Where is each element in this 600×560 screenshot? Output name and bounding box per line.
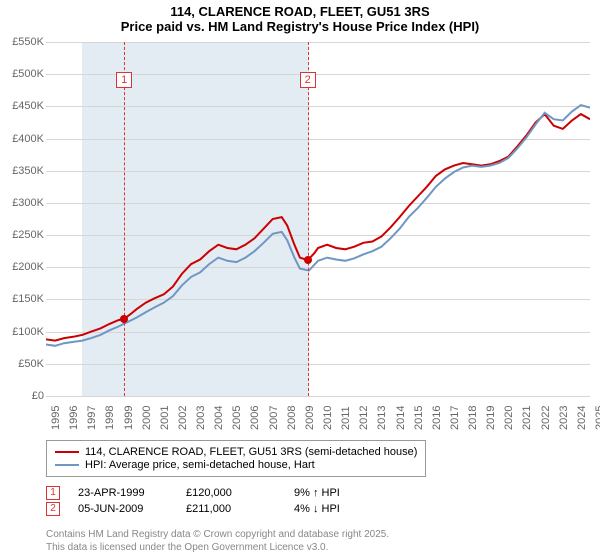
y-tick-label: £100K [12, 326, 44, 338]
gridline [46, 396, 590, 397]
footer-credits: Contains HM Land Registry data © Crown c… [46, 528, 389, 554]
x-tick-label: 1999 [123, 406, 135, 430]
footer-line-2: This data is licensed under the Open Gov… [46, 541, 389, 554]
table-row: 2 05-JUN-2009 £211,000 4% ↓ HPI [46, 502, 384, 516]
x-tick-label: 2012 [358, 406, 370, 430]
sale-date: 23-APR-1999 [78, 487, 168, 499]
chart-plot-area: 12 [46, 42, 590, 396]
x-tick-label: 1998 [104, 406, 116, 430]
x-tick-label: 1995 [50, 406, 62, 430]
sale-dot [120, 315, 128, 323]
title-line-2: Price paid vs. HM Land Registry's House … [0, 19, 600, 34]
chart-title: 114, CLARENCE ROAD, FLEET, GU51 3RS Pric… [0, 0, 600, 36]
title-line-1: 114, CLARENCE ROAD, FLEET, GU51 3RS [0, 4, 600, 19]
y-tick-label: £450K [12, 100, 44, 112]
x-tick-label: 2018 [467, 406, 479, 430]
x-tick-label: 2002 [177, 406, 189, 430]
x-tick-label: 2010 [322, 406, 334, 430]
x-tick-label: 2011 [340, 406, 352, 430]
y-tick-label: £50K [18, 358, 44, 370]
x-tick-label: 2017 [449, 406, 461, 430]
marker-line [124, 42, 125, 396]
marker-box: 2 [300, 72, 316, 88]
x-tick-label: 2019 [485, 406, 497, 430]
sale-price: £120,000 [186, 487, 276, 499]
x-tick-label: 2020 [503, 406, 515, 430]
sales-table: 1 23-APR-1999 £120,000 9% ↑ HPI 2 05-JUN-2009… [46, 484, 384, 518]
series-line [46, 114, 590, 341]
footer-line-1: Contains HM Land Registry data © Crown c… [46, 528, 389, 541]
legend-label: HPI: Average price, semi-detached house,… [85, 459, 315, 471]
legend-row: HPI: Average price, semi-detached house,… [55, 459, 417, 471]
sale-date: 05-JUN-2009 [78, 503, 168, 515]
y-tick-label: £350K [12, 165, 44, 177]
y-tick-label: £200K [12, 261, 44, 273]
sale-id-box: 1 [46, 486, 60, 500]
x-tick-label: 2008 [286, 406, 298, 430]
x-tick-label: 2025 [594, 406, 600, 430]
x-tick-label: 2014 [395, 406, 407, 430]
legend-box: 114, CLARENCE ROAD, FLEET, GU51 3RS (sem… [46, 440, 426, 477]
marker-box: 1 [116, 72, 132, 88]
x-tick-label: 2003 [195, 406, 207, 430]
marker-line [308, 42, 309, 396]
y-tick-label: £400K [12, 133, 44, 145]
series-line [46, 105, 590, 346]
x-tick-label: 2006 [249, 406, 261, 430]
x-tick-label: 2001 [159, 406, 171, 430]
x-tick-label: 2000 [141, 406, 153, 430]
x-tick-label: 2022 [540, 406, 552, 430]
sale-delta: 4% ↓ HPI [294, 503, 384, 515]
x-tick-label: 2009 [304, 406, 316, 430]
x-tick-label: 2015 [413, 406, 425, 430]
x-tick-label: 2023 [558, 406, 570, 430]
y-tick-label: £150K [12, 293, 44, 305]
legend-swatch [55, 451, 79, 453]
x-tick-label: 1996 [68, 406, 80, 430]
x-tick-label: 2007 [268, 406, 280, 430]
y-tick-label: £500K [12, 68, 44, 80]
y-tick-label: £250K [12, 229, 44, 241]
y-tick-label: £0 [32, 390, 44, 402]
y-tick-label: £550K [12, 36, 44, 48]
y-tick-label: £300K [12, 197, 44, 209]
legend-label: 114, CLARENCE ROAD, FLEET, GU51 3RS (sem… [85, 446, 417, 458]
legend-row: 114, CLARENCE ROAD, FLEET, GU51 3RS (sem… [55, 446, 417, 458]
sale-delta: 9% ↑ HPI [294, 487, 384, 499]
x-tick-label: 2024 [576, 406, 588, 430]
legend-swatch [55, 464, 79, 466]
x-tick-label: 2004 [213, 406, 225, 430]
x-tick-label: 2021 [521, 406, 533, 430]
x-tick-label: 2013 [376, 406, 388, 430]
x-tick-label: 2005 [231, 406, 243, 430]
sale-id-box: 2 [46, 502, 60, 516]
sale-dot [304, 256, 312, 264]
sale-price: £211,000 [186, 503, 276, 515]
line-series-svg [46, 42, 590, 396]
x-tick-label: 1997 [86, 406, 98, 430]
table-row: 1 23-APR-1999 £120,000 9% ↑ HPI [46, 486, 384, 500]
x-tick-label: 2016 [431, 406, 443, 430]
